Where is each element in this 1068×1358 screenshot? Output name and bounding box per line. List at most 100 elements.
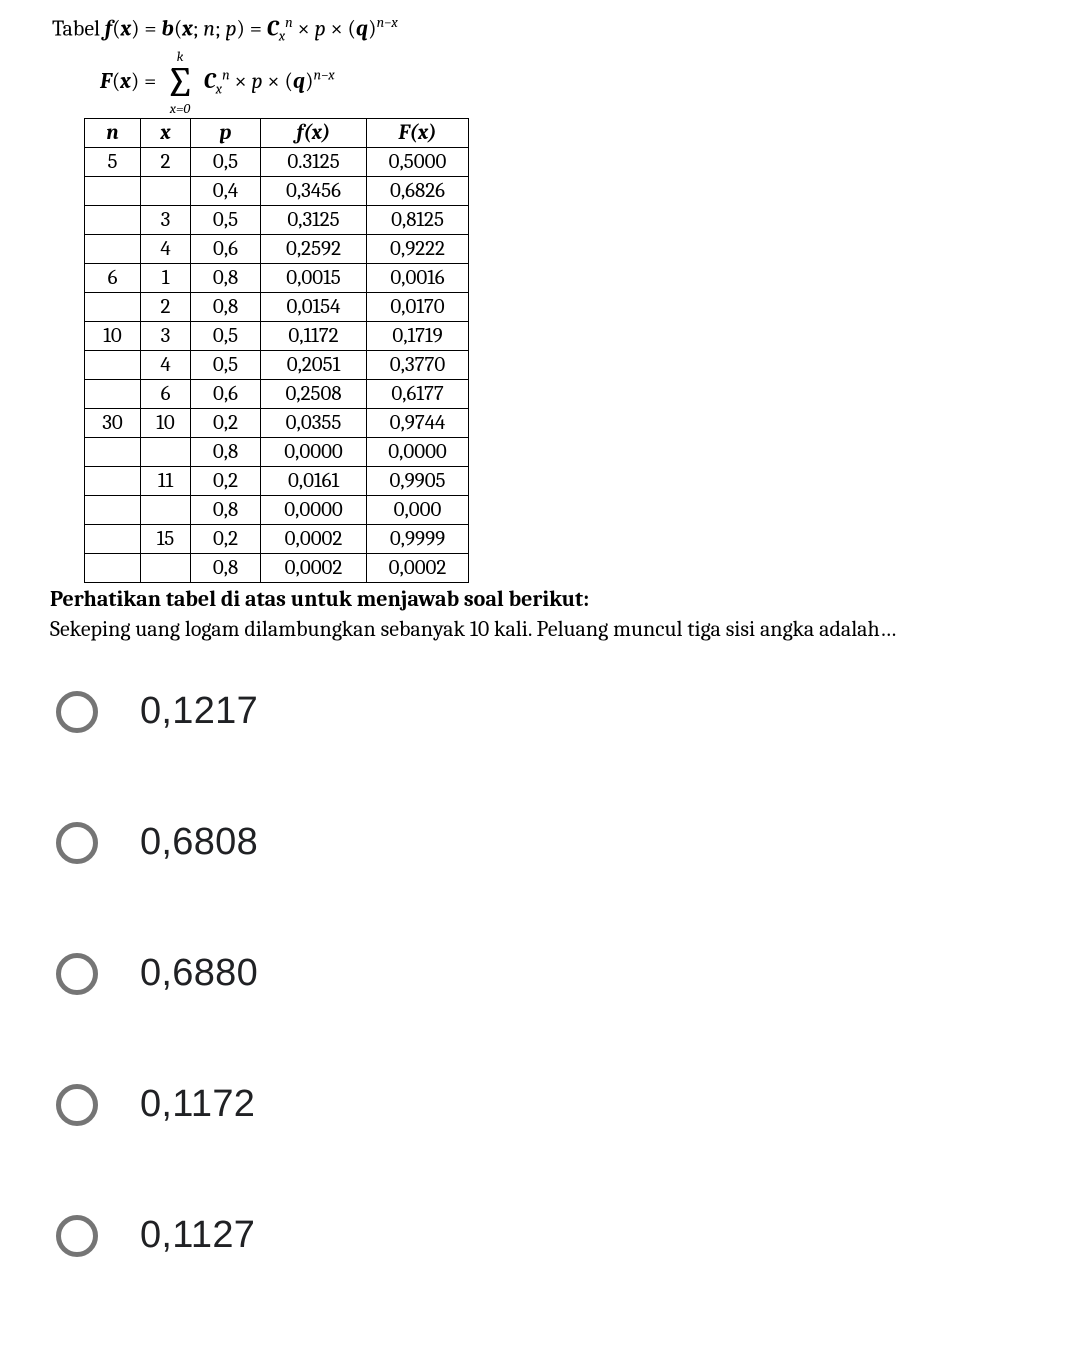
- radio-icon[interactable]: [56, 953, 98, 995]
- table-cell-n: 6: [85, 264, 141, 293]
- table-row: 30,50,31250,8125: [85, 206, 469, 235]
- binomial-table: n x p f(x) F(x) 520,50.31250,50000,40,34…: [84, 118, 469, 583]
- table-cell-x: [141, 438, 191, 467]
- table-header-row: n x p f(x) F(x): [85, 119, 469, 148]
- radio-icon[interactable]: [56, 822, 98, 864]
- table-cell-x: 2: [141, 293, 191, 322]
- option-label: 0,6808: [140, 821, 258, 864]
- table-cell-Fx: 0,9222: [367, 235, 469, 264]
- table-cell-Fx: 0,0002: [367, 554, 469, 583]
- table-cell-fx: 0,3125: [261, 206, 367, 235]
- table-cell-Fx: 0,3770: [367, 351, 469, 380]
- table-cell-Fx: 0,6177: [367, 380, 469, 409]
- table-cell-x: 11: [141, 467, 191, 496]
- option-label: 0,1217: [140, 690, 258, 733]
- table-cell-n: [85, 467, 141, 496]
- answer-option[interactable]: 0,1172: [56, 1083, 1068, 1126]
- table-cell-fx: 0,3456: [261, 177, 367, 206]
- table-cell-p: 0,8: [191, 438, 261, 467]
- table-row: 610,80,00150,0016: [85, 264, 469, 293]
- option-label: 0,1172: [140, 1083, 255, 1126]
- table-row: 520,50.31250,5000: [85, 148, 469, 177]
- table-cell-x: 15: [141, 525, 191, 554]
- col-header-p: p: [191, 119, 261, 148]
- table-row: 40,50,20510,3770: [85, 351, 469, 380]
- table-cell-fx: 0,0002: [261, 554, 367, 583]
- table-cell-x: 6: [141, 380, 191, 409]
- table-cell-n: [85, 496, 141, 525]
- table-cell-p: 0,6: [191, 380, 261, 409]
- table-row: 1030,50,11720,1719: [85, 322, 469, 351]
- col-header-fx: f(x): [261, 119, 367, 148]
- col-header-Fx: F(x): [367, 119, 469, 148]
- table-cell-Fx: 0,000: [367, 496, 469, 525]
- table-cell-n: [85, 206, 141, 235]
- option-label: 0,1127: [140, 1214, 255, 1257]
- table-cell-fx: 0,0000: [261, 496, 367, 525]
- table-cell-p: 0,8: [191, 554, 261, 583]
- table-cell-n: [85, 293, 141, 322]
- radio-icon[interactable]: [56, 1215, 98, 1257]
- table-cell-p: 0,5: [191, 322, 261, 351]
- table-cell-p: 0,2: [191, 467, 261, 496]
- table-cell-x: 4: [141, 351, 191, 380]
- table-cell-p: 0,8: [191, 496, 261, 525]
- answer-option[interactable]: 0,6808: [56, 821, 1068, 864]
- radio-icon[interactable]: [56, 691, 98, 733]
- table-cell-x: [141, 177, 191, 206]
- table-cell-n: 5: [85, 148, 141, 177]
- table-cell-n: 10: [85, 322, 141, 351]
- table-cell-fx: 0,0154: [261, 293, 367, 322]
- table-cell-p: 0,2: [191, 409, 261, 438]
- table-cell-Fx: 0,9905: [367, 467, 469, 496]
- table-cell-Fx: 0,9999: [367, 525, 469, 554]
- table-cell-p: 0,4: [191, 177, 261, 206]
- table-cell-n: [85, 177, 141, 206]
- table-cell-fx: 0,2051: [261, 351, 367, 380]
- table-cell-p: 0,6: [191, 235, 261, 264]
- col-header-x: x: [141, 119, 191, 148]
- answer-options: 0,1217 0,6808 0,6880 0,1172 0,1127: [50, 690, 1068, 1257]
- table-cell-p: 0,5: [191, 206, 261, 235]
- table-cell-n: [85, 438, 141, 467]
- table-cell-Fx: 0,5000: [367, 148, 469, 177]
- table-cell-fx: 0,2508: [261, 380, 367, 409]
- table-row: 20,80,01540,0170: [85, 293, 469, 322]
- table-row: 0,80,00000,000: [85, 496, 469, 525]
- table-row: 40,60,25920,9222: [85, 235, 469, 264]
- question-text: Perhatikan tabel di atas untuk menjawab …: [50, 585, 1050, 644]
- table-cell-x: 3: [141, 206, 191, 235]
- answer-option[interactable]: 0,6880: [56, 952, 1068, 995]
- answer-option[interactable]: 0,1217: [56, 690, 1068, 733]
- table-row: 0,80,00000,0000: [85, 438, 469, 467]
- table-cell-fx: 0,0161: [261, 467, 367, 496]
- table-row: 0,40,34560,6826: [85, 177, 469, 206]
- table-cell-x: 4: [141, 235, 191, 264]
- table-cell-p: 0,2: [191, 525, 261, 554]
- table-cell-fx: 0,0015: [261, 264, 367, 293]
- table-row: 60,60,25080,6177: [85, 380, 469, 409]
- table-cell-Fx: 0,1719: [367, 322, 469, 351]
- sigma-lower-limit: x=0: [170, 102, 191, 116]
- sigma-icon: ∑: [165, 64, 195, 102]
- answer-option[interactable]: 0,1127: [56, 1214, 1068, 1257]
- table-cell-fx: 0,0002: [261, 525, 367, 554]
- table-cell-x: [141, 496, 191, 525]
- instruction-line1: Perhatikan tabel di atas untuk menjawab …: [50, 586, 589, 612]
- table-cell-p: 0,8: [191, 264, 261, 293]
- radio-icon[interactable]: [56, 1084, 98, 1126]
- table-row: 110,20,01610,9905: [85, 467, 469, 496]
- table-cell-p: 0,8: [191, 293, 261, 322]
- table-cell-n: [85, 351, 141, 380]
- table-row: 0,80,00020,0002: [85, 554, 469, 583]
- table-cell-x: 10: [141, 409, 191, 438]
- col-header-n: n: [85, 119, 141, 148]
- instruction-line2: Sekeping uang logam dilambungkan sebanya…: [50, 616, 896, 642]
- table-row: 150,20,00020,9999: [85, 525, 469, 554]
- table-cell-fx: 0,1172: [261, 322, 367, 351]
- table-cell-fx: 0,0355: [261, 409, 367, 438]
- option-label: 0,6880: [140, 952, 258, 995]
- table-cell-Fx: 0,8125: [367, 206, 469, 235]
- table-cell-Fx: 0,6826: [367, 177, 469, 206]
- table-cell-Fx: 0,9744: [367, 409, 469, 438]
